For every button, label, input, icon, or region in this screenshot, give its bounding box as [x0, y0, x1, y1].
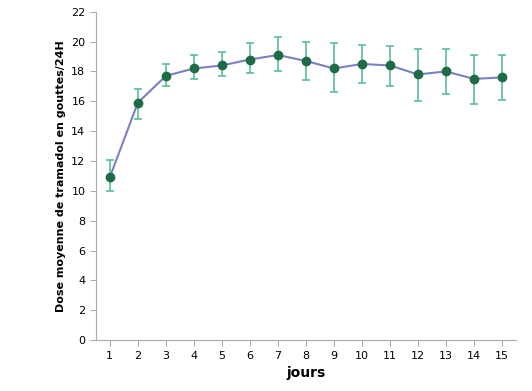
X-axis label: jours: jours — [286, 366, 326, 380]
Y-axis label: Dose moyenne de tramadol en gouttes/24H: Dose moyenne de tramadol en gouttes/24H — [55, 40, 65, 312]
